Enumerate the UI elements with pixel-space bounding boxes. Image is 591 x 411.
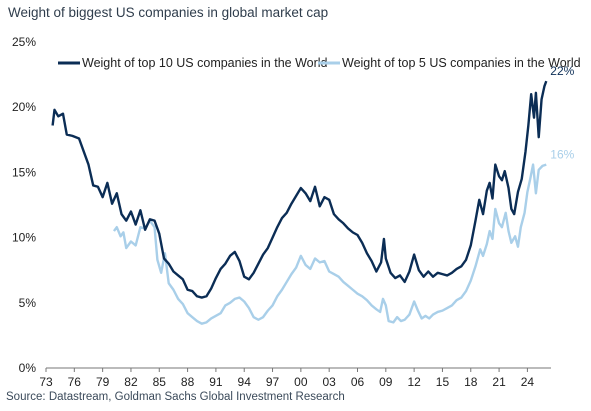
y-tick-label: 25% xyxy=(12,35,36,49)
x-tick-label: 94 xyxy=(238,375,252,389)
end-labels: 22% 16% xyxy=(550,64,574,161)
legend-label: Weight of top 10 US companies in the Wor… xyxy=(82,56,328,70)
x-tick-label: 97 xyxy=(266,375,280,389)
x-tick-label: 82 xyxy=(124,375,138,389)
y-tick-label: 10% xyxy=(12,231,36,245)
x-tick-label: 91 xyxy=(209,375,223,389)
x-tick-label: 76 xyxy=(68,375,82,389)
series-layer xyxy=(51,80,548,325)
x-tick-label: 73 xyxy=(39,375,53,389)
chart-title: Weight of biggest US companies in global… xyxy=(8,5,329,20)
x-tick-label: 00 xyxy=(294,375,308,389)
y-tick-label: 5% xyxy=(19,296,37,310)
x-tick-label: 09 xyxy=(379,375,393,389)
legend-label: Weight of top 5 US companies in the Worl… xyxy=(342,56,581,70)
x-tick-label: 03 xyxy=(322,375,336,389)
x-tick-label: 79 xyxy=(96,375,110,389)
series-line-top5 xyxy=(112,163,547,325)
y-tick-label: 15% xyxy=(12,165,36,179)
series-line-top10 xyxy=(51,80,548,299)
x-tick-label: 85 xyxy=(153,375,167,389)
source-note: Source: Datastream, Goldman Sachs Global… xyxy=(6,391,345,403)
x-tick-label: 12 xyxy=(407,375,421,389)
x-tick-label: 88 xyxy=(181,375,195,389)
x-tick-label: 21 xyxy=(492,375,506,389)
legend-item-top5: Weight of top 5 US companies in the Worl… xyxy=(318,56,581,70)
end-label-top10: 22% xyxy=(550,64,574,78)
y-tick-label: 0% xyxy=(19,361,37,375)
chart-legend: Weight of top 10 US companies in the Wor… xyxy=(58,56,581,70)
end-label-top5: 16% xyxy=(550,148,574,162)
legend-item-top10: Weight of top 10 US companies in the Wor… xyxy=(58,56,328,70)
x-tick-label: 24 xyxy=(521,375,535,389)
x-tick-label: 06 xyxy=(351,375,365,389)
chart-axes: 0% 5% 10% 15% 20% 25% 73 76 79 82 85 88 91 94 97 00 03 06… xyxy=(12,35,551,389)
x-tick-label: 15 xyxy=(436,375,450,389)
y-tick-label: 20% xyxy=(12,100,36,114)
x-tick-label: 18 xyxy=(464,375,478,389)
